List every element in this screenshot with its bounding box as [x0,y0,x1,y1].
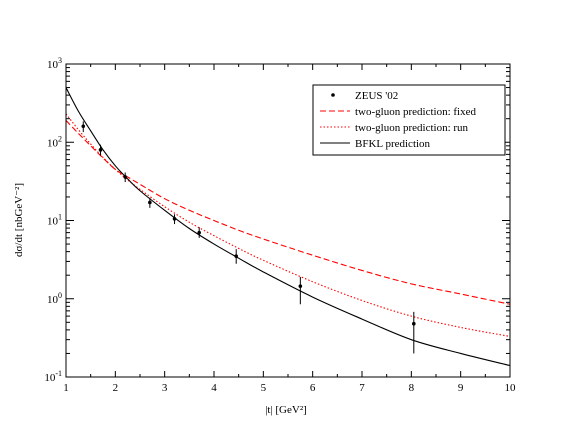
x-tick-label: 10 [505,382,517,394]
legend-label: ZEUS '02 [355,90,398,102]
data-point [98,148,103,152]
y-tick-label: 10-1 [44,369,62,384]
y-tick-label: 101 [47,213,62,228]
x-tick-label: 5 [261,382,267,394]
data-point [197,230,201,235]
data-point [298,284,303,288]
legend-marker-point [331,93,335,97]
data-point [81,124,86,129]
x-axis-ticks: 1 2 3 4 5 6 7 8 9 10 [63,64,516,394]
x-tick-label: 9 [458,382,464,394]
y-tick-label: 102 [47,134,62,149]
chart-marks [65,87,511,367]
data-point [172,217,177,221]
legend: ZEUS '02 two-gluon prediction: fixed two-g… [312,84,506,156]
data-point [148,200,152,205]
x-axis-label: |t| [GeV²] [265,404,307,416]
series-line-two-gluon-prediction-run [65,113,511,337]
series-line-two-gluon-prediction-fixed [65,120,511,305]
legend-label: BFKL prediction [355,138,431,150]
x-tick-label: 3 [162,382,168,394]
x-tick-label: 7 [359,382,365,394]
x-tick-label: 6 [310,382,316,394]
legend-label: two-gluon prediction: run [355,122,469,134]
data-point [123,175,127,179]
x-tick-label: 4 [211,382,217,394]
y-tick-label: 100 [47,291,62,306]
x-tick-label: 2 [113,382,119,394]
y-axis-label: dσ/dt [nbGeV⁻²] [13,183,25,257]
data-point [234,254,238,258]
x-tick-label: 8 [409,382,415,394]
legend-label: two-gluon prediction: fixed [355,106,476,118]
data-point [412,321,416,326]
x-tick-label: 1 [63,382,69,394]
y-tick-label: 103 [47,56,62,71]
series-line-bfkl-prediction [65,87,511,367]
y-axis-ticks: 10-1 100 101 102 103 [44,56,510,384]
